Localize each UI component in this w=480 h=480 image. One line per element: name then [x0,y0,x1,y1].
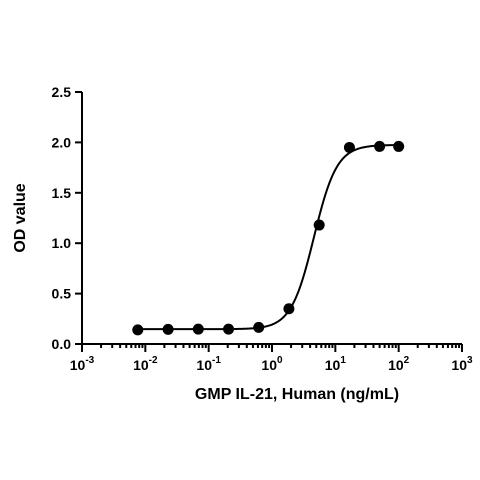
y-tick-label: 2.0 [52,134,72,150]
x-tick-label: 102 [388,355,410,373]
x-tick-label: 10-2 [133,355,158,373]
x-tick-label: 10-3 [70,355,95,373]
data-point [374,140,386,152]
data-point [283,303,295,315]
y-tick-label: 0.0 [52,336,72,352]
y-tick-label: 0.5 [52,286,72,302]
fit-curve [137,144,399,331]
y-axis-title: OD value [12,183,29,252]
data-point [162,323,174,335]
data-point [343,141,355,153]
data-point [192,323,204,335]
data-point [393,140,405,152]
x-tick-label: 10-1 [196,355,221,373]
data-point [253,321,265,333]
x-axis-title: GMP IL-21, Human (ng/mL) [195,386,399,403]
data-points-layer [132,140,405,336]
data-point [223,323,235,335]
data-point [132,324,144,336]
y-tick-label: 1.0 [52,235,72,251]
data-point [313,219,325,231]
x-tick-label: 103 [451,355,473,373]
fit-curve-layer [137,144,399,331]
x-tick-label: 100 [261,355,283,373]
axes-layer: 0.0 0.5 1.0 1.5 2.0 2.5 10-3 10-2 10-1 100 101 102 1… [52,84,473,373]
y-tick-label: 1.5 [52,185,72,201]
x-tick-label: 101 [325,355,347,373]
y-tick-label: 2.5 [52,84,72,100]
